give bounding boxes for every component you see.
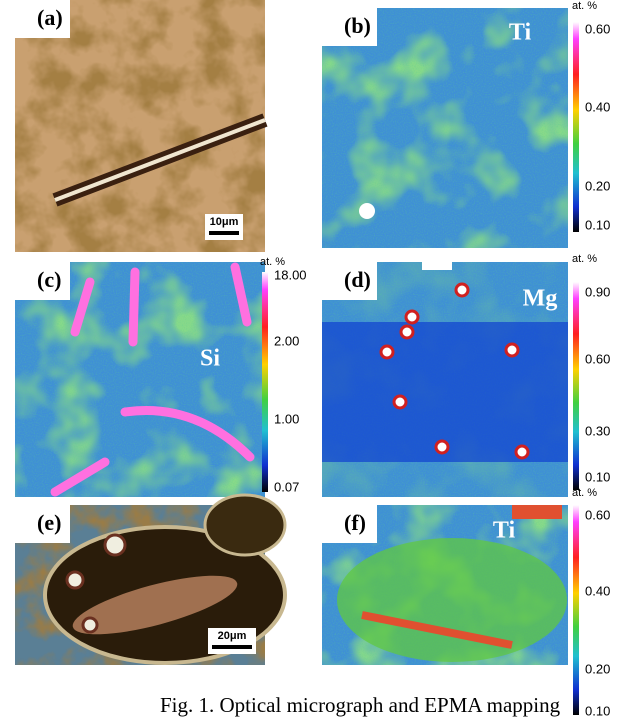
colorbar-tick-label: 0.10 [585,703,610,718]
region [422,262,452,270]
colorbar-unit: at. % [572,253,597,265]
particle [359,203,375,219]
colorbar-tick-label: 0.40 [585,583,610,598]
colorbar [573,505,579,715]
colorbar-tick-label: 0.60 [585,21,610,36]
particle [394,396,406,408]
scale-bar [212,645,252,649]
particle [506,344,518,356]
colorbar-tick-label: 18.00 [274,267,307,282]
pore [67,572,83,588]
colorbar [573,22,579,232]
panel-label: (d) [344,267,371,292]
colorbar-tick-label: 0.30 [585,423,610,438]
colorbar-unit: at. % [572,0,597,12]
grain [337,538,567,662]
colorbar-unit: at. % [572,487,597,499]
colorbar-tick-label: 0.20 [585,661,610,676]
colorbar-tick-label: 1.00 [274,411,299,426]
colorbar-tick-label: 0.60 [585,507,610,522]
element-label: Ti [509,20,532,46]
scale-bar-label: 10μm [210,216,239,228]
particle [381,346,393,358]
region [512,505,562,519]
particle [436,441,448,453]
scale-bar [209,231,239,235]
particle [406,311,418,323]
colorbar-tick-label: 0.07 [274,479,299,494]
element-label: Si [200,346,220,372]
particle [401,326,413,338]
colorbar-tick-label: 0.60 [585,351,610,366]
panel-label: (f) [344,510,366,535]
scale-bar-label: 20μm [218,630,247,642]
colorbar-tick-label: 0.90 [585,284,610,299]
panel-label: (a) [37,5,63,30]
figure: (a) 10μm (b) Ti at. % 0.60 0.40 0.20 0.10 (c) Si at… [0,0,629,722]
grain [205,495,285,555]
element-label: Ti [493,518,516,544]
colorbar-tick-label: 0.10 [585,217,610,232]
particle [516,446,528,458]
colorbar-tick-label: 0.40 [585,99,610,114]
colorbar-tick-label: 0.10 [585,469,610,484]
element-label: Mg [523,286,558,312]
colorbar [262,272,268,492]
colorbar-tick-label: 0.20 [585,178,610,193]
colorbar-unit: at. % [260,256,285,268]
panel-label: (c) [37,267,61,292]
pore [83,618,97,632]
streak [133,272,135,342]
caption: Fig. 1. Optical micrograph and EPMA mapp… [160,693,561,717]
panel-label: (b) [344,13,371,38]
colorbar [573,282,579,490]
pore [105,535,125,555]
colorbar-tick-label: 2.00 [274,333,299,348]
particle [456,284,468,296]
panel-label: (e) [37,510,61,535]
